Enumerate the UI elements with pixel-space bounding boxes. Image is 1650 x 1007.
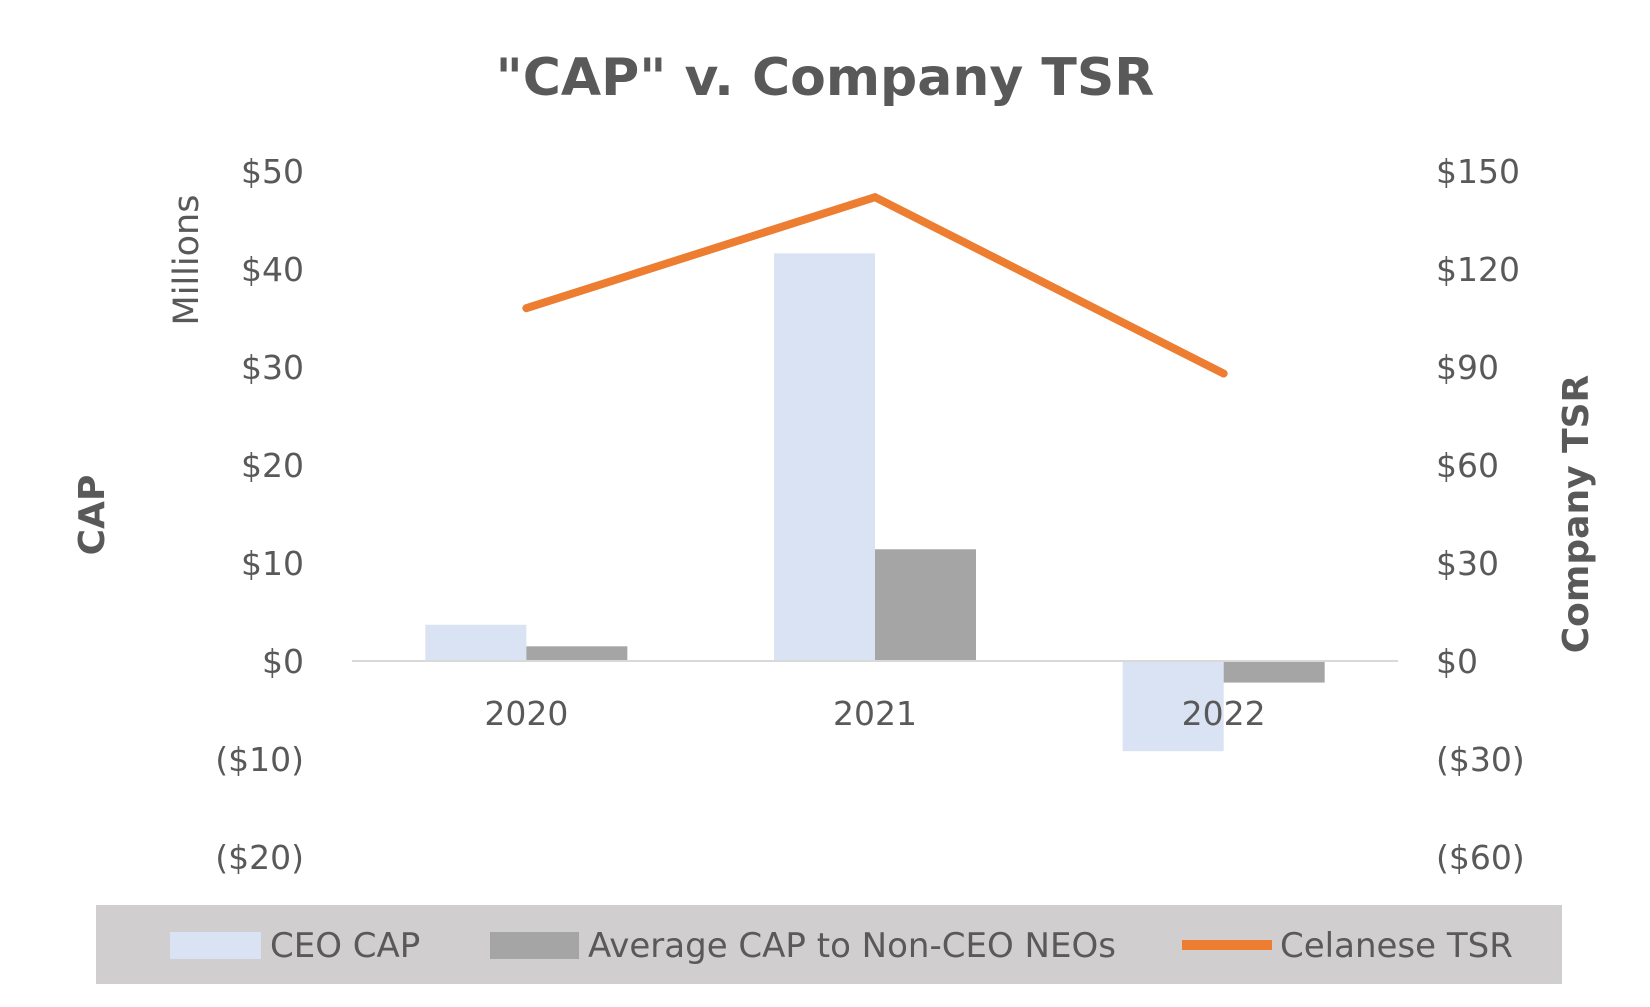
right-tick-label: ($60): [1436, 838, 1525, 877]
left-tick-label: $40: [241, 250, 304, 289]
right-tick-label: $0: [1436, 642, 1478, 681]
left-tick-label: $0: [262, 642, 304, 681]
left-tick-label: ($20): [215, 838, 304, 877]
left-axis-ticks: ($20) ($10) $0 $10 $20 $30 $40 $50: [215, 152, 304, 877]
line-series: [522, 192, 1228, 378]
right-tick-label: $150: [1436, 152, 1520, 191]
neo-cap-bar: [875, 549, 976, 661]
neo-cap-bar: [526, 646, 628, 661]
legend-neo-cap-label: Average CAP to Non-CEO NEOs: [588, 926, 1116, 966]
chart-title: "CAP" v. Company TSR: [496, 48, 1155, 108]
legend-neo-cap-swatch: [490, 932, 579, 959]
right-tick-label: $60: [1436, 446, 1499, 485]
legend-ceo-cap-swatch: [170, 932, 261, 959]
category-labels: 2020 2021 2022: [484, 694, 1265, 733]
left-tick-label: $30: [241, 348, 304, 387]
right-tick-label: $30: [1436, 544, 1499, 583]
right-tick-label: $90: [1436, 348, 1499, 387]
left-tick-label: $20: [241, 446, 304, 485]
legend-tsr-label: Celanese TSR: [1280, 926, 1513, 966]
ceo-cap-bar: [774, 253, 875, 661]
category-label: 2022: [1182, 694, 1266, 733]
tsr-line: [522, 192, 1228, 378]
legend-background: [96, 905, 1562, 984]
legend: CEO CAP Average CAP to Non-CEO NEOs Cela…: [96, 905, 1562, 984]
right-axis-ticks: ($60) ($30) $0 $30 $60 $90 $120 $150: [1436, 152, 1525, 877]
left-tick-label: $10: [241, 544, 304, 583]
left-axis-title: CAP: [72, 475, 113, 556]
ceo-cap-bar: [1122, 661, 1224, 752]
bar-series: [425, 253, 1325, 752]
left-tick-label: ($10): [215, 740, 304, 779]
category-label: 2021: [833, 694, 917, 733]
right-tick-label: ($30): [1436, 740, 1525, 779]
left-tick-label: $50: [241, 152, 304, 191]
right-axis-title: Company TSR: [1556, 375, 1597, 654]
right-tick-label: $120: [1436, 250, 1520, 289]
category-label: 2020: [484, 694, 568, 733]
neo-cap-bar: [1223, 661, 1325, 683]
legend-ceo-cap-label: CEO CAP: [270, 926, 420, 966]
ceo-cap-bar: [425, 624, 527, 661]
left-axis-units: Millions: [167, 195, 207, 326]
